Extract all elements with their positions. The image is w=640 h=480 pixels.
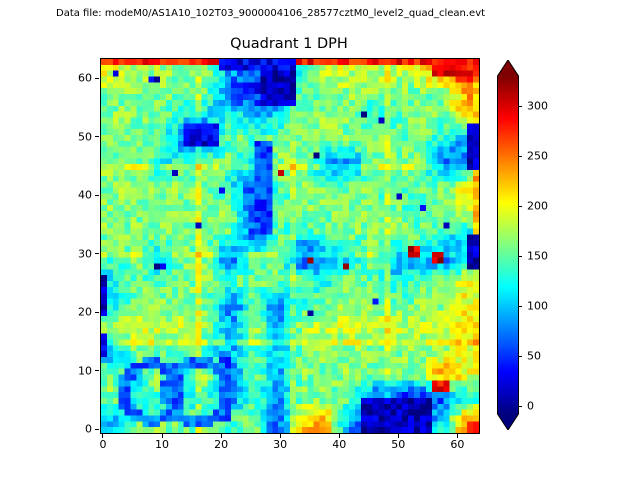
x-tick-mark (338, 434, 340, 438)
x-tick-label: 60 (450, 438, 465, 451)
y-tick-label: 50 (78, 130, 92, 144)
y-tick-label: 30 (78, 247, 92, 261)
x-tick-mark (220, 434, 222, 438)
colorbar (497, 60, 519, 430)
y-tick-mark (95, 77, 99, 79)
y-tick-mark (95, 253, 99, 255)
y-tick-mark (95, 311, 99, 313)
colorbar-tick-mark (518, 155, 522, 157)
x-tick-label: 0 (99, 438, 107, 451)
colorbar-tick-mark (518, 255, 522, 257)
y-tick-label: 20 (78, 305, 92, 319)
datafile-label: Data file: modeM0/AS1A10_102T03_90000041… (56, 8, 486, 19)
x-tick-mark (161, 434, 163, 438)
colorbar-tick-label: 100 (527, 299, 548, 313)
x-tick-mark (279, 434, 281, 438)
y-tick-label: 0 (85, 422, 92, 436)
colorbar-tick-mark (518, 305, 522, 307)
heatmap-canvas (101, 59, 479, 433)
colorbar-tick-label: 250 (527, 149, 548, 163)
colorbar-tick-label: 150 (527, 249, 548, 263)
y-tick-label: 10 (78, 364, 92, 378)
colorbar-tick-label: 200 (527, 199, 548, 213)
colorbar-gradient (497, 60, 519, 430)
x-tick-mark (397, 434, 399, 438)
y-tick-mark (95, 194, 99, 196)
x-tick-label: 30 (273, 438, 288, 451)
colorbar-tick-mark (518, 405, 522, 407)
heatmap-plot (100, 58, 480, 434)
y-tick-mark (95, 370, 99, 372)
y-tick-mark (95, 136, 99, 138)
colorbar-tick-mark (518, 355, 522, 357)
y-tick-label: 60 (78, 71, 92, 85)
x-tick-mark (456, 434, 458, 438)
y-tick-mark (95, 428, 99, 430)
x-tick-mark (102, 434, 104, 438)
colorbar-tick-label: 0 (527, 399, 534, 413)
colorbar-tick-label: 300 (527, 99, 548, 113)
x-tick-label: 10 (155, 438, 170, 451)
x-tick-label: 40 (332, 438, 347, 451)
y-tick-label: 40 (78, 188, 92, 202)
x-tick-label: 50 (391, 438, 406, 451)
colorbar-tick-mark (518, 105, 522, 107)
chart-title: Quadrant 1 DPH (230, 36, 348, 52)
colorbar-tick-mark (518, 205, 522, 207)
colorbar-tick-label: 50 (527, 349, 541, 363)
x-tick-label: 20 (214, 438, 229, 451)
